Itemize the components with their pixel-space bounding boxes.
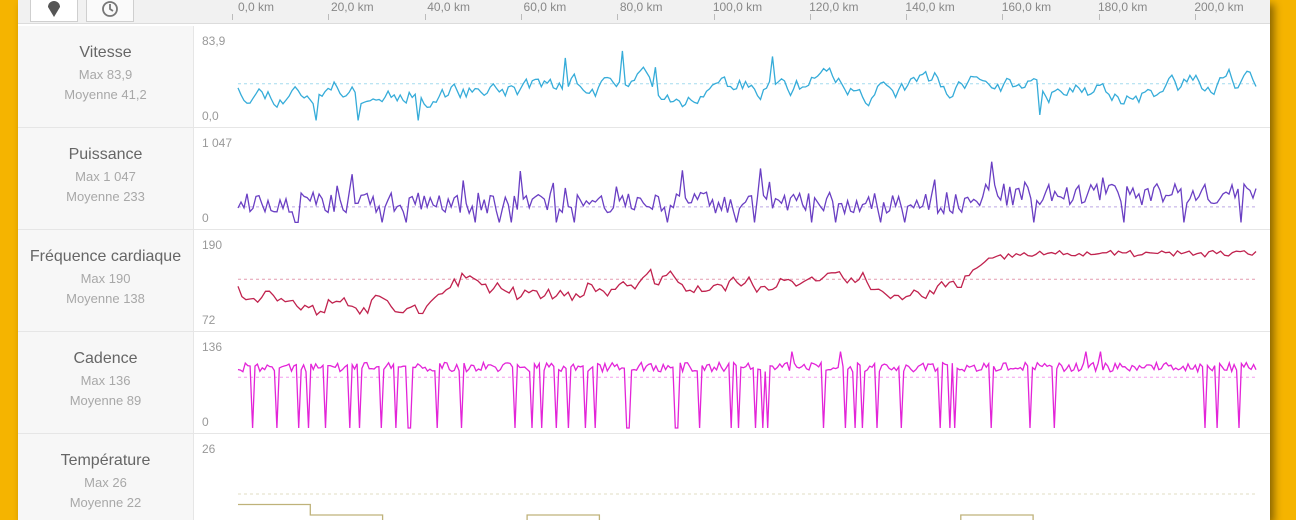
distance-tick-label: 120,0 km (809, 0, 859, 14)
metric-average: Moyenne 41,2 (64, 87, 147, 102)
metric-max: Max 190 (80, 271, 131, 286)
metric-max: Max 26 (84, 475, 127, 490)
metric-name: Température (60, 452, 151, 469)
distance-tick-mark (232, 14, 233, 20)
distance-tick-mark (809, 14, 811, 20)
distance-tick-mark (520, 14, 522, 20)
series-line-cadence (237, 351, 1257, 429)
clock-icon (102, 0, 118, 17)
map-marker-icon (48, 0, 60, 17)
y-axis-min-label: 0 (202, 211, 209, 225)
distance-tick-label: 200,0 km (1194, 0, 1244, 14)
distance-tick-label: 0,0 km (237, 0, 275, 14)
metric-name: Fréquence cardiaque (29, 248, 182, 265)
metric-line-chart (237, 351, 1257, 429)
y-axis-max-label: 26 (202, 442, 216, 456)
distance-tick-label: 40,0 km (427, 0, 470, 14)
metric-plot[interactable]: 190 72 (194, 230, 1270, 331)
metric-average: Moyenne 89 (69, 393, 142, 408)
series-line-temperature (238, 503, 1034, 520)
distance-tick-mark (1098, 14, 1100, 20)
distance-tick-label: 160,0 km (1001, 0, 1052, 14)
metric-label-panel: Vitesse Max 83,9 Moyenne 41,2 (18, 26, 194, 127)
distance-tick-label: 180,0 km (1098, 0, 1148, 14)
distance-tick-label: 140,0 km (905, 0, 955, 14)
y-axis-min-label: 72 (202, 313, 216, 327)
metric-average: Moyenne 233 (66, 189, 145, 204)
chart-row-cadence: Cadence Max 136 Moyenne 89 136 0 (18, 332, 1270, 434)
distance-tick-mark (1195, 14, 1196, 20)
metric-label-panel: Température Max 26 Moyenne 22 (18, 434, 194, 520)
chart-row-power: Puissance Max 1 047 Moyenne 233 1 047 0 (18, 128, 1270, 230)
chart-row-speed: Vitesse Max 83,9 Moyenne 41,2 83,9 0,0 (18, 26, 1270, 128)
y-axis-max-label: 1 047 (202, 136, 233, 150)
metric-plot[interactable]: 1 047 0 (194, 128, 1270, 229)
metric-average: Moyenne 22 (69, 495, 142, 510)
chart-row-heart_rate: Fréquence cardiaque Max 190 Moyenne 138 … (18, 230, 1270, 332)
distance-tick-label: 80,0 km (619, 0, 663, 14)
metric-line-chart (237, 249, 1257, 316)
activity-charts-panel: 0,0 km 20,0 km 40,0 km 60,0 km 80,0 km 100,0 … (18, 0, 1270, 520)
metric-line-chart (238, 493, 1256, 520)
y-axis-max-label: 190 (202, 238, 223, 252)
y-axis-min-label: 0,0 (202, 109, 219, 123)
metric-line-chart (237, 50, 1257, 121)
series-line-power (237, 161, 1257, 224)
distance-ticks: 0,0 km 20,0 km 40,0 km 60,0 km 80,0 km 100,0 … (18, 0, 1270, 24)
metric-average: Moyenne 138 (66, 291, 145, 306)
series-line-heart_rate (237, 249, 1257, 316)
metric-name: Puissance (68, 146, 143, 163)
distance-tick-mark (713, 14, 715, 20)
metric-max: Max 83,9 (78, 67, 133, 82)
distance-tick-mark (424, 14, 426, 20)
metric-name: Cadence (73, 350, 138, 367)
metric-max: Max 1 047 (75, 169, 136, 184)
y-axis-max-label: 136 (202, 340, 223, 354)
metric-plot[interactable]: 136 0 (194, 332, 1270, 433)
metric-label-panel: Puissance Max 1 047 Moyenne 233 (18, 128, 194, 229)
distance-tick-label: 60,0 km (523, 0, 567, 14)
distance-tick-label: 20,0 km (330, 0, 374, 14)
metric-plot[interactable]: 26 (194, 434, 1270, 520)
chart-row-temperature: Température Max 26 Moyenne 22 26 (18, 434, 1270, 520)
distance-tick-mark (906, 14, 908, 20)
metric-name: Vitesse (79, 44, 132, 61)
map-view-button[interactable] (30, 0, 78, 22)
metric-label-panel: Cadence Max 136 Moyenne 89 (18, 332, 194, 433)
series-line-speed (237, 50, 1257, 121)
metric-max: Max 136 (80, 373, 131, 388)
y-axis-min-label: 0 (202, 415, 209, 429)
metric-plot[interactable]: 83,9 0,0 (194, 26, 1270, 127)
distance-axis-bar: 0,0 km 20,0 km 40,0 km 60,0 km 80,0 km 100,0 … (18, 0, 1270, 24)
metric-line-chart (237, 161, 1257, 224)
distance-tick-mark (328, 14, 330, 20)
y-axis-max-label: 83,9 (202, 34, 226, 48)
distance-tick-mark (617, 14, 619, 20)
metric-label-panel: Fréquence cardiaque Max 190 Moyenne 138 (18, 230, 194, 331)
distance-tick-label: 100,0 km (712, 0, 763, 14)
time-view-button[interactable] (86, 0, 134, 22)
distance-tick-mark (1002, 14, 1004, 20)
